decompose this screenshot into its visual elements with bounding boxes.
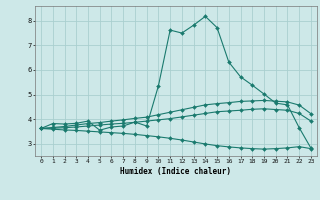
X-axis label: Humidex (Indice chaleur): Humidex (Indice chaleur) xyxy=(121,167,231,176)
